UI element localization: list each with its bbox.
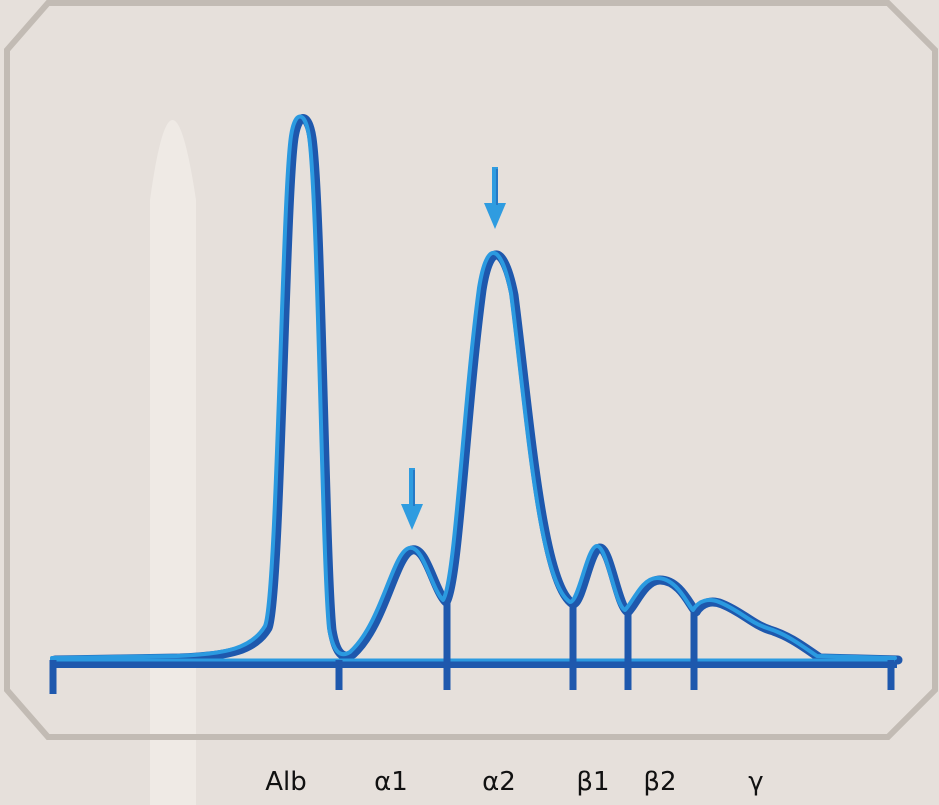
densitometry-trace [50,114,903,665]
fraction-label-alpha2: α2 [482,767,516,797]
arrow-alpha2 [484,167,506,229]
fraction-label-alb: Alb [265,767,307,797]
fraction-label-alpha1: α1 [374,767,408,797]
chart-frame [4,0,938,740]
arrow-alpha1 [401,468,423,530]
fraction-label-beta1: β1 [576,767,609,797]
fraction-label-gamma: γ [748,767,763,797]
trace-curve-light [50,114,897,660]
fraction-dividers [49,602,895,694]
fraction-label-beta2: β2 [643,767,676,797]
baseline-axis [50,658,897,668]
background-streak [150,120,196,805]
